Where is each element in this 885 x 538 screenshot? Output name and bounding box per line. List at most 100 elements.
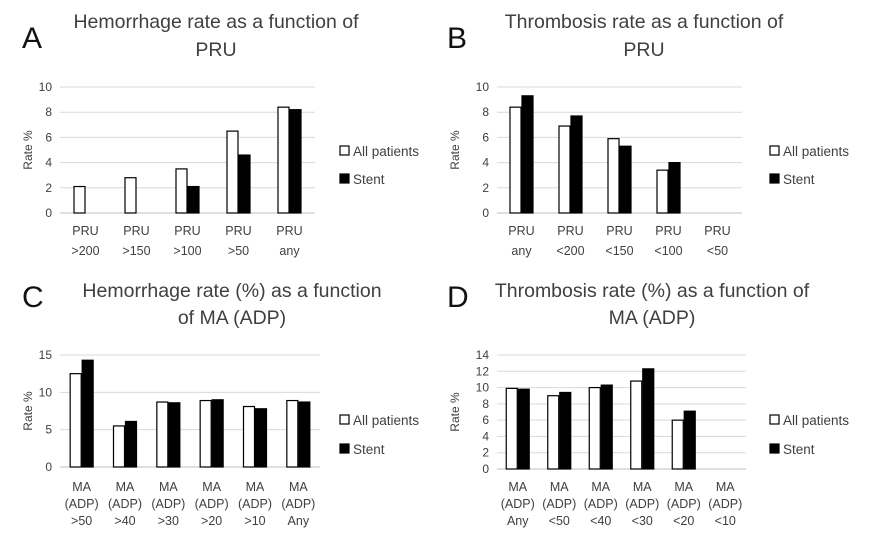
chart-title: MA (ADP)	[609, 307, 696, 329]
bar-all-patients	[505, 387, 518, 470]
bar-stent	[619, 145, 632, 214]
x-tick-label: (ADP)	[195, 497, 229, 511]
bar-stent	[211, 399, 224, 468]
bar-stent	[642, 368, 655, 470]
x-tick-label: (ADP)	[151, 497, 185, 511]
y-tick-label: 6	[482, 413, 489, 427]
y-tick-label: 5	[45, 423, 52, 437]
chart-title: Thrombosis rate (%) as a function of	[495, 280, 810, 302]
x-tick-label: PRU	[72, 224, 98, 238]
bar-all-patients	[671, 419, 684, 470]
y-tick-label: 0	[482, 206, 489, 220]
x-tick-label: MA	[674, 480, 693, 494]
bar-stent	[124, 420, 138, 468]
x-tick-label: (ADP)	[501, 497, 535, 511]
bar-all-patients	[509, 106, 522, 214]
legend-swatch	[339, 173, 350, 184]
x-tick-label: MA	[246, 480, 265, 494]
legend-swatch	[339, 414, 350, 425]
x-tick-label: (ADP)	[108, 497, 142, 511]
y-tick-label: 15	[39, 348, 53, 362]
x-tick-label: MA	[591, 480, 610, 494]
bar-all-patients	[73, 185, 86, 214]
legend-label: Stent	[783, 172, 815, 187]
legend-label: All patients	[353, 413, 419, 428]
x-tick-label: (ADP)	[584, 497, 618, 511]
panel-letter: A	[22, 22, 42, 55]
y-axis-label: Rate %	[448, 130, 462, 170]
x-tick-label: <50	[707, 244, 728, 258]
legend-swatch	[769, 145, 780, 156]
chart-title: Hemorrhage rate (%) as a function	[82, 280, 381, 302]
x-tick-label: (ADP)	[667, 497, 701, 511]
x-tick-label: MA	[716, 480, 735, 494]
y-tick-label: 14	[476, 348, 490, 362]
x-tick-label: >50	[228, 244, 249, 258]
chart-title: Thrombosis rate as a function of	[505, 11, 784, 33]
y-tick-label: 2	[45, 181, 52, 195]
bar-stent	[683, 410, 696, 470]
y-tick-label: 6	[45, 130, 52, 144]
chart-panel-b: B Thrombosis rate as a function of PRU 0 2 4 6…	[447, 11, 849, 258]
bar-all-patients	[199, 399, 212, 468]
bar-stent	[517, 388, 530, 470]
x-tick-label: MA	[116, 480, 135, 494]
y-tick-label: 8	[482, 397, 489, 411]
y-tick-label: 10	[39, 80, 53, 94]
bar-all-patients	[277, 106, 290, 214]
bar-stent	[254, 408, 268, 468]
bar-stent	[521, 95, 534, 214]
chart-panel-a: A Hemorrhage rate as a function of PRU 0 2 4 6…	[21, 11, 419, 258]
chart-title: PRU	[195, 39, 236, 61]
x-tick-label: MA	[633, 480, 652, 494]
bar-all-patients	[124, 177, 137, 214]
bar-all-patients	[558, 125, 571, 214]
legend-swatch	[339, 443, 350, 454]
x-tick-label: <150	[605, 244, 633, 258]
y-tick-label: 4	[482, 156, 489, 170]
bar-all-patients	[156, 401, 169, 468]
x-tick-label: >30	[158, 514, 179, 528]
x-tick-label: <20	[673, 514, 694, 528]
legend-label: Stent	[783, 442, 815, 457]
chart-panel-c: C Hemorrhage rate (%) as a function of MA …	[21, 280, 419, 528]
x-tick-label: >100	[173, 244, 201, 258]
bar-all-patients	[242, 405, 256, 468]
x-tick-label: <30	[632, 514, 653, 528]
x-tick-label: Any	[288, 514, 310, 528]
x-tick-label: MA	[202, 480, 221, 494]
legend-swatch	[769, 443, 780, 454]
x-tick-label: >150	[122, 244, 150, 258]
x-tick-label: any	[279, 244, 300, 258]
x-tick-label: PRU	[225, 224, 251, 238]
y-tick-label: 0	[45, 460, 52, 474]
bar-all-patients	[588, 386, 601, 470]
chart-title: PRU	[623, 39, 664, 61]
x-tick-label: (ADP)	[625, 497, 659, 511]
y-tick-label: 10	[39, 385, 53, 399]
y-tick-label: 10	[476, 80, 490, 94]
panel-letter: D	[447, 281, 469, 314]
y-tick-label: 4	[45, 156, 52, 170]
y-axis-label: Rate %	[448, 392, 462, 432]
x-tick-label: Any	[507, 514, 529, 528]
y-tick-label: 2	[482, 446, 489, 460]
x-tick-label: (ADP)	[281, 497, 315, 511]
x-tick-label: MA	[72, 480, 91, 494]
y-tick-label: 10	[476, 381, 490, 395]
legend-swatch	[769, 414, 780, 425]
chart-title: Hemorrhage rate as a function of	[73, 11, 359, 33]
bar-all-patients	[286, 399, 299, 468]
bar-stent	[298, 401, 311, 468]
x-tick-label: MA	[289, 480, 308, 494]
x-tick-label: PRU	[174, 224, 200, 238]
bar-all-patients	[175, 168, 188, 214]
chart-panel-d: D Thrombosis rate (%) as a function of MA …	[447, 280, 849, 528]
y-tick-label: 2	[482, 181, 489, 195]
legend-label: Stent	[353, 442, 385, 457]
y-tick-label: 8	[482, 105, 489, 119]
bar-stent	[238, 154, 251, 214]
bar-stent	[668, 162, 681, 214]
